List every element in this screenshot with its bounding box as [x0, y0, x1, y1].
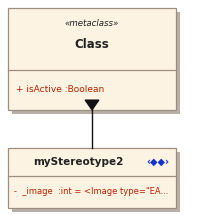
Polygon shape: [85, 100, 99, 110]
Bar: [8, 8, 176, 110]
Text: -  _image  :int = <Image type="EA...: - _image :int = <Image type="EA...: [14, 187, 168, 197]
Text: Class: Class: [75, 37, 109, 51]
Text: «metaclass»: «metaclass»: [65, 20, 119, 29]
Text: + isActive :Boolean: + isActive :Boolean: [16, 86, 104, 95]
Text: myStereotype2: myStereotype2: [33, 157, 123, 167]
Bar: [12, 152, 180, 212]
Text: ‹◆◆›: ‹◆◆›: [146, 157, 170, 167]
Bar: [12, 12, 180, 114]
Bar: [8, 148, 176, 208]
